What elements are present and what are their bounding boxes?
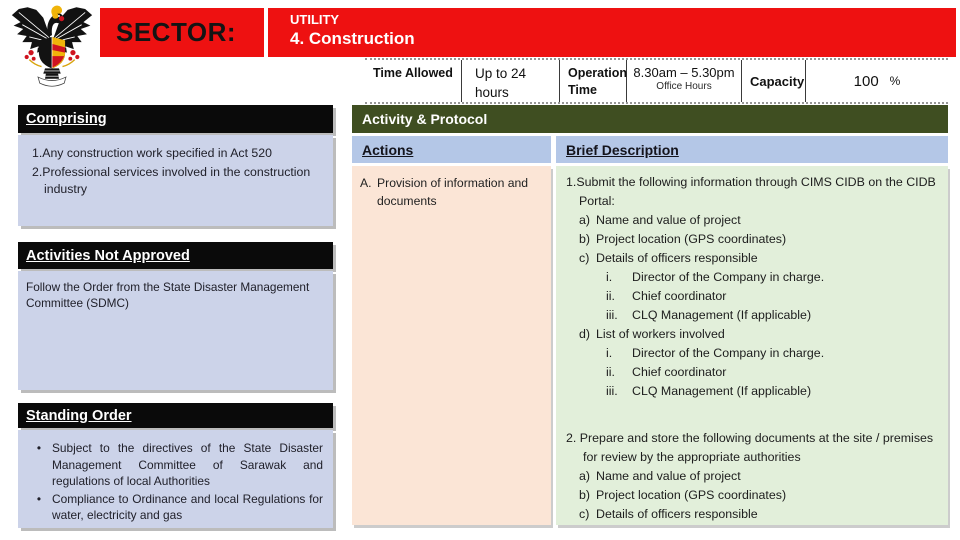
brief-roman-subitem: iii. CLQ Management (If applicable) [606,382,940,401]
actions-column: A. Provision of information and document… [352,166,551,525]
roman-tag: iii. [606,308,618,322]
crest-icon [11,5,93,87]
subitem-text: Details of officers responsible [596,507,758,521]
capacity-label: Capacity [742,60,806,102]
not-approved-text: Follow the Order from the State Disaster… [26,280,310,310]
time-allowed-value: Up to 24 hours [462,60,560,102]
subitem-text: Project location (GPS coordinates) [596,488,787,502]
brief-item-1: 1.Submit the following information throu… [566,175,936,208]
not-approved-header: Activities Not Approved [18,242,333,269]
roman-text: CLQ Management (If applicable) [632,384,812,398]
subitem-text: Details of officers responsible [596,251,758,265]
info-table: Time Allowed Up to 24 hours Operation Ti… [365,58,948,104]
sector-banner-left: SECTOR: [100,8,268,57]
activity-protocol-header: Activity & Protocol [352,105,948,133]
sector-banner: SECTOR: UTILITY 4. Construction [100,8,956,57]
roman-tag: iii. [606,384,618,398]
subitem-tag: a) [579,213,591,227]
brief-subitem: a) Name and value of project [579,467,940,486]
brief-subitem: d) List of workers involved [579,325,940,344]
standing-order-item: • Compliance to Ordinance and local Regu… [26,491,325,524]
brief-block-gap [566,401,940,429]
standing-order-title: Standing Order [26,407,132,424]
subitem-text: List of workers involved [596,327,725,341]
action-item: A. Provision of information and document… [360,174,547,210]
brief-subitem: c) Details of officers responsible [579,505,940,524]
operation-hours: 8.30am – 5.30pm [633,65,735,80]
roman-text: Chief coordinator [632,289,727,303]
brief-roman-subitem: ii. Chief coordinator [606,363,940,382]
sector-banner-right: UTILITY 4. Construction [268,8,956,57]
capacity-value: 100 [853,72,879,90]
roman-tag: i. [606,346,613,360]
comprising-body: 1.Any construction work specified in Act… [18,135,333,226]
comprising-header: Comprising [18,105,333,133]
roman-tag: ii. [606,365,615,379]
comprising-title: Comprising [26,111,107,127]
standing-order-item: • Subject to the directives of the State… [26,440,325,490]
roman-text: Chief coordinator [632,365,727,379]
brief-roman-subitem: i. Director of the Company in charge. [606,344,940,363]
subitem-text: Name and value of project [596,469,741,483]
subitem-tag: b) [579,232,591,246]
bullet-glyph: • [36,441,42,455]
standing-order-text: Subject to the directives of the State D… [52,441,323,488]
action-item-tag: A. [360,176,372,190]
roman-tag: i. [606,270,613,284]
roman-text: Director of the Company in charge. [632,346,825,360]
standing-order-body: • Subject to the directives of the State… [18,430,333,528]
brief-subitem: b) Project location (GPS coordinates) [579,230,940,249]
subitem-tag: d) [579,327,591,341]
sector-category: UTILITY [290,12,340,27]
sarawak-crest-logo [8,2,96,98]
standing-order-header: Standing Order [18,403,333,428]
standing-order-text: Compliance to Ordinance and local Regula… [52,491,323,523]
brief-description-column: 1.Submit the following information throu… [556,166,948,525]
subitem-text: Name and value of project [596,213,741,227]
not-approved-title: Activities Not Approved [26,247,190,264]
subitem-text: Project location (GPS coordinates) [596,232,787,246]
subitem-tag: c) [579,251,590,265]
sector-name: 4. Construction [290,29,415,48]
brief-roman-subitem: iii. CLQ Management (If applicable) [606,306,940,325]
not-approved-body: Follow the Order from the State Disaster… [18,271,333,390]
actions-header-label: Actions [362,141,414,158]
roman-tag: ii. [606,289,615,303]
subitem-tag: c) [579,507,590,521]
operation-time-value: 8.30am – 5.30pm Office Hours [627,60,742,102]
brief-subitem: a) Name and value of project [579,211,940,230]
roman-text: CLQ Management (If applicable) [632,308,812,322]
office-hours-note: Office Hours [656,81,712,92]
brief-roman-subitem: i. Director of the Company in charge. [606,268,940,287]
brief-header-label: Brief Description [566,141,679,158]
actions-column-header: Actions [352,136,551,163]
brief-description-column-header: Brief Description [556,136,948,163]
comprising-item: 1.Any construction work specified in Act… [32,146,272,160]
sector-label: SECTOR: [116,17,237,47]
roman-text: Director of the Company in charge. [632,270,825,284]
time-allowed-label: Time Allowed [365,60,462,102]
brief-subitem: c) Details of officers responsible [579,249,940,268]
comprising-item: 2.Professional services involved in the … [32,165,311,196]
operation-time-label: Operation Time [560,60,627,102]
subitem-tag: b) [579,488,591,502]
brief-roman-subitem: ii. Chief coordinator [606,287,940,306]
bullet-glyph: • [36,491,42,506]
subitem-tag: a) [579,469,591,483]
brief-item-2: 2. Prepare and store the following docum… [566,431,934,464]
brief-subitem: b) Project location (GPS coordinates) [579,486,940,505]
capacity-value-cell: 100 % [806,60,948,102]
capacity-unit: % [889,74,901,88]
action-item-text: Provision of information and documents [377,176,529,208]
